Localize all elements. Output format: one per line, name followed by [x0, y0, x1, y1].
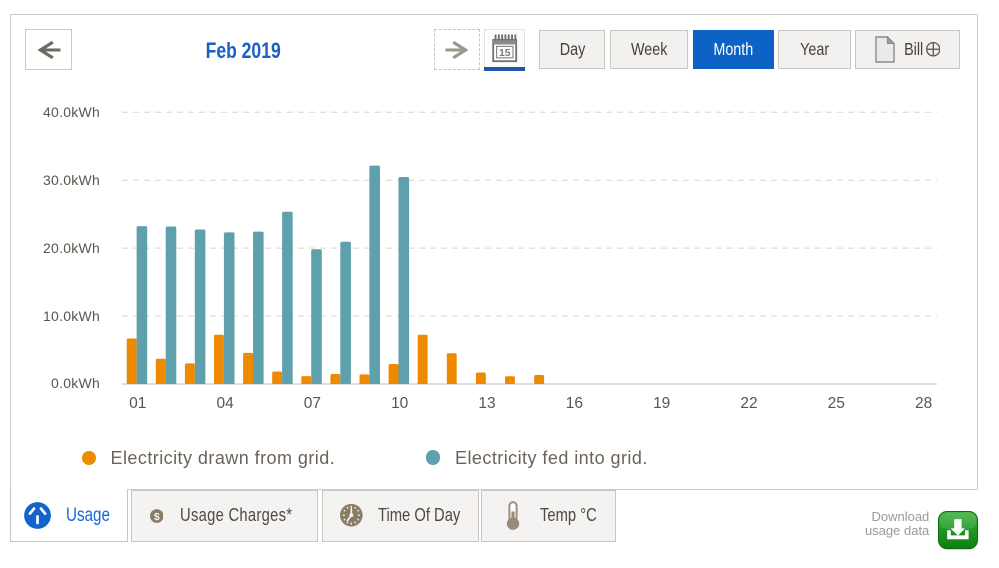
svg-text:$: $ — [154, 510, 160, 522]
svg-text:30.0kWh: 30.0kWh — [43, 172, 100, 188]
svg-text:15: 15 — [499, 47, 511, 59]
svg-text:20.0kWh: 20.0kWh — [43, 240, 100, 256]
svg-text:0.0kWh: 0.0kWh — [51, 375, 100, 391]
svg-text:10: 10 — [391, 395, 409, 412]
svg-text:22: 22 — [740, 395, 757, 412]
svg-text:40.0kWh: 40.0kWh — [43, 104, 100, 120]
svg-text:01: 01 — [129, 395, 146, 412]
svg-text:16: 16 — [566, 395, 583, 412]
svg-text:25: 25 — [828, 395, 845, 412]
svg-text:10.0kWh: 10.0kWh — [43, 308, 100, 324]
svg-text:13: 13 — [478, 395, 495, 412]
svg-text:28: 28 — [915, 395, 932, 412]
svg-text:07: 07 — [304, 395, 321, 412]
svg-text:04: 04 — [216, 395, 234, 412]
svg-text:19: 19 — [653, 395, 670, 412]
